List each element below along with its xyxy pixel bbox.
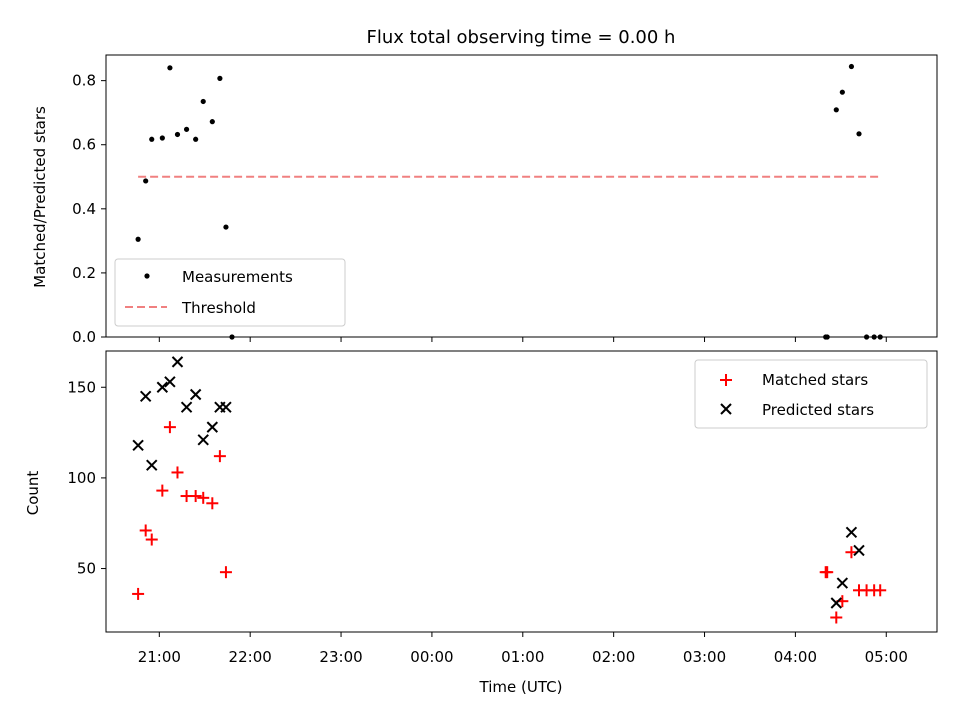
predicted-star-point bbox=[853, 544, 865, 557]
measurement-point bbox=[135, 236, 141, 242]
measurement-point bbox=[167, 65, 173, 71]
measurement-point bbox=[159, 135, 165, 141]
matched-star-point bbox=[156, 484, 169, 497]
measurement-point bbox=[824, 334, 830, 340]
x-tick-label: 23:00 bbox=[319, 648, 362, 666]
predicted-star-point bbox=[836, 577, 849, 589]
measurement-point bbox=[193, 136, 199, 142]
predicted-star-point bbox=[206, 421, 219, 433]
top-panel: 0.0 0.2 0.4 0.6 0.8 bbox=[72, 54, 938, 346]
matched-star-point bbox=[189, 490, 202, 503]
measurement-point bbox=[229, 334, 235, 340]
matched-star-point bbox=[830, 611, 843, 624]
predicted-star-point bbox=[197, 434, 209, 446]
top-y-tick-label: 0.6 bbox=[72, 136, 96, 154]
predicted-star-point bbox=[845, 526, 858, 538]
predicted-star-point bbox=[830, 597, 842, 609]
legend-measurements-marker bbox=[144, 273, 150, 279]
matched-star-point bbox=[213, 450, 226, 463]
x-tick-label: 04:00 bbox=[774, 648, 817, 666]
measurement-point bbox=[200, 98, 206, 105]
predicted-star-point bbox=[189, 388, 202, 401]
matched-star-point bbox=[145, 533, 158, 546]
top-y-axis-label: Matched/Predicted stars bbox=[31, 106, 49, 288]
predicted-star-point bbox=[180, 401, 193, 413]
x-tick-label: 22:00 bbox=[229, 648, 272, 666]
predicted-star-point bbox=[171, 356, 184, 368]
matched-star-point bbox=[821, 566, 834, 579]
x-tick-label: 21:00 bbox=[138, 648, 181, 666]
matched-star-point bbox=[845, 546, 858, 559]
legend-measurements-label: Measurements bbox=[182, 268, 293, 286]
predicted-star-point bbox=[220, 401, 232, 413]
predicted-star-point bbox=[146, 459, 158, 471]
matched-star-point bbox=[197, 491, 210, 504]
measurement-point bbox=[217, 75, 223, 81]
x-tick-label: 02:00 bbox=[592, 648, 635, 666]
x-tick-label: 05:00 bbox=[865, 648, 908, 666]
predicted-star-point bbox=[132, 439, 144, 451]
bottom-y-tick-label: 50 bbox=[77, 560, 96, 578]
measurement-point bbox=[223, 224, 229, 230]
matched-star-point bbox=[132, 587, 145, 600]
predicted-star-point bbox=[156, 381, 169, 393]
matched-star-point bbox=[163, 421, 176, 434]
measurement-point bbox=[877, 334, 883, 340]
bottom-panel: 21:00 22:00 23:00 00:00 01:00 02:00 03:00 04:00… bbox=[67, 350, 938, 666]
predicted-star-point bbox=[164, 376, 176, 388]
legend-matched-marker bbox=[720, 374, 732, 386]
top-y-tick-label: 0.4 bbox=[72, 200, 96, 218]
top-y-tick-label: 0.0 bbox=[72, 328, 96, 346]
measurement-point bbox=[833, 107, 839, 113]
x-tick-label: 03:00 bbox=[683, 648, 726, 666]
matched-star-point bbox=[206, 497, 219, 510]
measurement-point bbox=[839, 89, 845, 95]
measurement-point bbox=[183, 126, 190, 132]
matched-star-point bbox=[171, 466, 184, 479]
x-tick-label: 00:00 bbox=[410, 648, 453, 666]
bottom-y-tick-label: 100 bbox=[67, 469, 96, 487]
matched-star-point bbox=[219, 566, 232, 579]
legend-matched-label: Matched stars bbox=[762, 371, 868, 389]
bottom-y-tick-label: 150 bbox=[67, 378, 96, 396]
top-y-tick-label: 0.2 bbox=[72, 264, 96, 282]
matched-star-point bbox=[874, 584, 887, 597]
chart-title: Flux total observing time = 0.00 h bbox=[367, 27, 676, 48]
measurement-point bbox=[871, 334, 877, 340]
measurement-point bbox=[149, 136, 155, 142]
measurement-point bbox=[174, 131, 181, 138]
legend-threshold-label: Threshold bbox=[181, 299, 256, 317]
predicted-star-point bbox=[139, 390, 152, 403]
measurement-point bbox=[143, 178, 149, 184]
bottom-legend-box bbox=[694, 359, 928, 429]
measurement-point bbox=[209, 119, 215, 125]
top-plot-frame bbox=[105, 54, 938, 338]
legend-predicted-label: Predicted stars bbox=[762, 401, 874, 419]
x-tick-label: 01:00 bbox=[501, 648, 544, 666]
x-axis-label: Time (UTC) bbox=[479, 678, 563, 696]
bottom-plot-frame bbox=[105, 350, 938, 633]
bottom-legend: Matched stars Predicted stars bbox=[694, 359, 928, 429]
top-y-tick-label: 0.8 bbox=[72, 72, 96, 90]
top-legend: Measurements Threshold bbox=[114, 258, 346, 327]
legend-predicted-marker bbox=[720, 403, 732, 415]
measurement-point bbox=[863, 334, 870, 340]
top-legend-box bbox=[114, 258, 346, 327]
measurement-point bbox=[848, 63, 855, 70]
bottom-y-axis-label: Count bbox=[24, 471, 42, 516]
matched-star-point bbox=[139, 524, 152, 537]
measurement-point bbox=[856, 131, 862, 137]
